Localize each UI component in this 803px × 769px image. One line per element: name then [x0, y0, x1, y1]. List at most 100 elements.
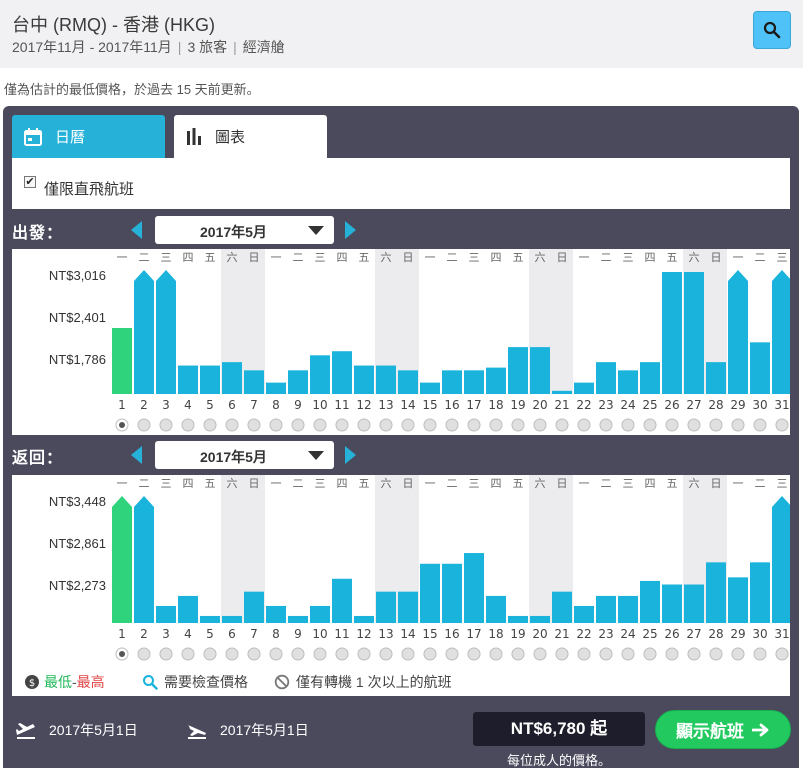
price-bar[interactable]: [640, 362, 660, 394]
price-bar[interactable]: [244, 370, 264, 394]
day-radio[interactable]: [247, 647, 261, 661]
day-radio[interactable]: [577, 647, 591, 661]
tab-calendar[interactable]: 日曆: [12, 115, 165, 158]
price-bar[interactable]: [398, 370, 418, 394]
price-bar[interactable]: [178, 365, 198, 394]
price-bar[interactable]: [772, 270, 790, 394]
price-bar[interactable]: [530, 615, 550, 623]
price-bar[interactable]: [662, 272, 682, 394]
price-bar[interactable]: [552, 591, 572, 623]
price-bar[interactable]: [530, 347, 550, 394]
return-prev-month-arrow[interactable]: [131, 446, 142, 464]
day-radio[interactable]: [599, 647, 613, 661]
day-radio[interactable]: [159, 418, 173, 432]
day-radio[interactable]: [423, 418, 437, 432]
day-radio[interactable]: [313, 647, 327, 661]
day-radio[interactable]: [687, 647, 701, 661]
price-bar[interactable]: [310, 355, 330, 394]
day-radio[interactable]: [225, 418, 239, 432]
price-bar[interactable]: [574, 382, 594, 394]
price-bar[interactable]: [332, 351, 352, 394]
day-radio[interactable]: [379, 418, 393, 432]
day-radio[interactable]: [709, 647, 723, 661]
price-bar[interactable]: [552, 390, 572, 394]
price-bar[interactable]: [112, 327, 132, 394]
price-bar[interactable]: [508, 615, 528, 623]
price-bar[interactable]: [288, 615, 308, 623]
day-radio[interactable]: [533, 647, 547, 661]
day-radio[interactable]: [313, 418, 327, 432]
price-bar[interactable]: [266, 605, 286, 623]
day-radio[interactable]: [489, 647, 503, 661]
day-radio[interactable]: [203, 418, 217, 432]
day-radio[interactable]: [665, 647, 679, 661]
price-bar[interactable]: [684, 272, 704, 394]
day-radio[interactable]: [775, 647, 789, 661]
day-radio[interactable]: [643, 647, 657, 661]
departure-month-select[interactable]: 2017年5月: [155, 216, 334, 244]
return-month-select[interactable]: 2017年5月: [155, 441, 334, 469]
price-bar[interactable]: [420, 382, 440, 394]
price-bar[interactable]: [354, 615, 374, 623]
day-radio[interactable]: [137, 418, 151, 432]
price-bar[interactable]: [706, 562, 726, 623]
price-bar[interactable]: [376, 591, 396, 623]
price-bar[interactable]: [134, 270, 154, 394]
day-radio[interactable]: [621, 647, 635, 661]
departure-next-month-arrow[interactable]: [345, 221, 356, 239]
price-bar[interactable]: [486, 367, 506, 394]
price-bar[interactable]: [706, 362, 726, 394]
day-radio[interactable]: [203, 647, 217, 661]
day-radio[interactable]: [269, 418, 283, 432]
price-bar[interactable]: [618, 370, 638, 394]
price-bar[interactable]: [574, 605, 594, 623]
day-radio[interactable]: [731, 418, 745, 432]
day-radio[interactable]: [709, 418, 723, 432]
price-bar[interactable]: [332, 578, 352, 623]
day-radio[interactable]: [753, 647, 767, 661]
day-radio[interactable]: [489, 418, 503, 432]
price-bar[interactable]: [310, 605, 330, 623]
price-bar[interactable]: [596, 362, 616, 394]
day-radio[interactable]: [181, 647, 195, 661]
price-bar[interactable]: [420, 563, 440, 623]
price-bar[interactable]: [222, 615, 242, 623]
price-bar[interactable]: [772, 496, 790, 623]
price-bar[interactable]: [288, 370, 308, 394]
day-radio[interactable]: [731, 647, 745, 661]
departure-prev-month-arrow[interactable]: [131, 221, 142, 239]
day-radio[interactable]: [577, 418, 591, 432]
day-radio[interactable]: [687, 418, 701, 432]
day-radio[interactable]: [445, 418, 459, 432]
price-bar[interactable]: [728, 270, 748, 394]
day-radio[interactable]: [467, 647, 481, 661]
tab-chart[interactable]: 圖表: [174, 115, 327, 158]
day-radio[interactable]: [643, 418, 657, 432]
price-bar[interactable]: [442, 370, 462, 394]
price-bar[interactable]: [596, 595, 616, 623]
day-radio[interactable]: [511, 647, 525, 661]
return-next-month-arrow[interactable]: [345, 446, 356, 464]
price-bar[interactable]: [662, 584, 682, 623]
day-radio[interactable]: [357, 418, 371, 432]
price-bar[interactable]: [508, 347, 528, 394]
price-bar[interactable]: [376, 365, 396, 394]
day-radio[interactable]: [423, 647, 437, 661]
price-bar[interactable]: [266, 382, 286, 394]
day-radio[interactable]: [357, 647, 371, 661]
day-radio[interactable]: [291, 418, 305, 432]
price-bar[interactable]: [112, 496, 132, 623]
day-radio[interactable]: [555, 647, 569, 661]
day-radio[interactable]: [225, 647, 239, 661]
price-bar[interactable]: [200, 615, 220, 623]
day-radio[interactable]: [335, 418, 349, 432]
price-bar[interactable]: [486, 595, 506, 623]
price-bar[interactable]: [464, 553, 484, 623]
price-bar[interactable]: [464, 370, 484, 394]
price-bar[interactable]: [156, 605, 176, 623]
day-radio[interactable]: [775, 418, 789, 432]
price-bar[interactable]: [442, 563, 462, 623]
day-radio[interactable]: [533, 418, 547, 432]
day-radio[interactable]: [753, 418, 767, 432]
price-bar[interactable]: [200, 365, 220, 394]
